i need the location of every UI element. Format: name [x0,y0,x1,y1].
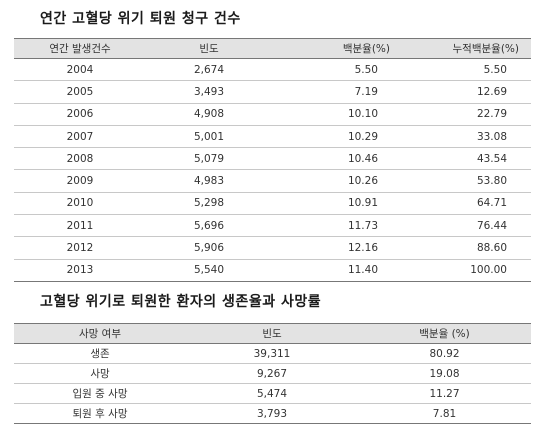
cell-frequency: 4,908 [193,108,225,121]
cell-percent: 11.40 [347,264,378,277]
cell-frequency: 2,674 [193,63,225,76]
header-percent: 백분율 (%) [419,328,470,340]
cell-frequency: 3,793 [256,407,288,420]
table-row: 2004 2,674 5.50 5.50 [14,59,531,81]
header-frequency: 빈도 [262,328,282,340]
cell-frequency: 5,696 [193,219,225,232]
cell-percent: 7.81 [432,407,457,420]
cell-status: 생존 [90,348,110,360]
cell-year: 2012 [66,242,94,255]
cell-cumulative: 33.08 [476,130,507,143]
table-row: 입원 중 사망 5,474 11.27 [14,384,531,404]
cell-cumulative: 12.69 [476,85,507,98]
cell-cumulative: 88.60 [476,242,507,255]
table-row: 2005 3,493 7.19 12.69 [14,81,531,104]
cell-status: 사망 [90,368,110,380]
table-row: 2009 4,983 10.26 53.80 [14,170,531,193]
cell-cumulative: 5.50 [483,63,507,76]
cell-percent: 11.73 [347,219,378,232]
cell-frequency: 5,540 [193,264,225,277]
cell-year: 2010 [66,197,94,210]
cell-cumulative: 100.00 [470,264,507,277]
cell-year: 2007 [66,130,94,143]
cell-year: 2011 [66,219,94,232]
cell-percent: 5.50 [354,63,378,76]
cell-cumulative: 43.54 [476,152,507,165]
cell-cumulative: 22.79 [476,108,507,121]
cell-year: 2005 [66,85,94,98]
header-percent: 백분율(%) [342,43,390,55]
cell-percent: 12.16 [347,242,378,255]
cell-cumulative: 76.44 [476,219,507,232]
cell-frequency: 3,493 [193,85,225,98]
cell-frequency: 9,267 [256,367,288,380]
table-header-row: 연간 발생건수 빈도 백분율(%) 누적백분율(%) [14,38,531,59]
cell-percent: 10.46 [347,152,378,165]
cell-percent: 10.10 [347,108,378,121]
cell-status: 입원 중 사망 [72,388,128,400]
cell-percent: 80.92 [429,347,460,360]
cell-status: 퇴원 후 사망 [72,408,128,420]
table-row: 사망 9,267 19.08 [14,364,531,384]
header-frequency: 빈도 [199,43,219,55]
table-row: 2008 5,079 10.46 43.54 [14,148,531,170]
cell-frequency: 5,474 [256,387,288,400]
cell-percent: 10.29 [347,130,378,143]
table-row: 2006 4,908 10.10 22.79 [14,103,531,126]
cell-year: 2008 [66,152,94,165]
cell-percent: 19.08 [429,367,460,380]
cell-year: 2009 [66,175,94,188]
cell-year: 2006 [66,108,94,121]
table-row: 퇴원 후 사망 3,793 7.81 [14,404,531,424]
cell-frequency: 4,983 [193,175,225,188]
cell-percent: 11.27 [429,387,460,400]
cell-frequency: 39,311 [253,347,291,360]
table1-title: 연간 고혈당 위기 퇴원 청구 건수 [40,11,241,27]
annual-claims-table: 연간 발생건수 빈도 백분율(%) 누적백분율(%) 2004 2,674 5.… [14,38,531,282]
header-year: 연간 발생건수 [49,43,111,55]
table-row: 2013 5,540 11.40 100.00 [14,259,531,282]
table-row: 2010 5,298 10.91 64.71 [14,192,531,215]
survival-mortality-table: 사망 여부 빈도 백분율 (%) 생존 39,311 80.92 사망 9,26… [14,323,531,424]
table-row: 2011 5,696 11.73 76.44 [14,215,531,237]
table-header-row: 사망 여부 빈도 백분율 (%) [14,323,531,344]
cell-percent: 10.26 [347,175,378,188]
cell-percent: 10.91 [347,197,378,210]
cell-percent: 7.19 [354,85,378,98]
table-row: 생존 39,311 80.92 [14,344,531,364]
table-row: 2007 5,001 10.29 33.08 [14,125,531,148]
cell-cumulative: 64.71 [476,197,507,210]
table-row: 2012 5,906 12.16 88.60 [14,237,531,260]
cell-frequency: 5,298 [193,197,225,210]
cell-frequency: 5,079 [193,152,225,165]
table2-title: 고혈당 위기로 퇴원한 환자의 생존율과 사망률 [40,294,322,310]
cell-frequency: 5,001 [193,130,225,143]
cell-frequency: 5,906 [193,242,225,255]
header-death-status: 사망 여부 [79,328,121,340]
cell-cumulative: 53.80 [476,175,507,188]
header-cumulative-percent: 누적백분율(%) [452,43,519,55]
cell-year: 2013 [66,264,94,277]
cell-year: 2004 [66,63,94,76]
